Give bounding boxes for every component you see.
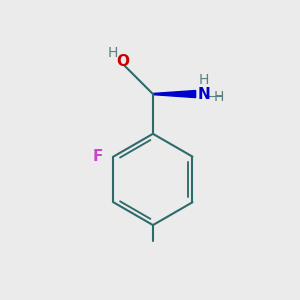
Text: N: N: [197, 87, 210, 102]
Text: H: H: [213, 90, 224, 104]
Text: O: O: [116, 54, 129, 69]
Text: H: H: [107, 46, 118, 59]
Text: H: H: [199, 73, 209, 87]
Polygon shape: [153, 91, 196, 98]
Text: F: F: [93, 148, 103, 164]
